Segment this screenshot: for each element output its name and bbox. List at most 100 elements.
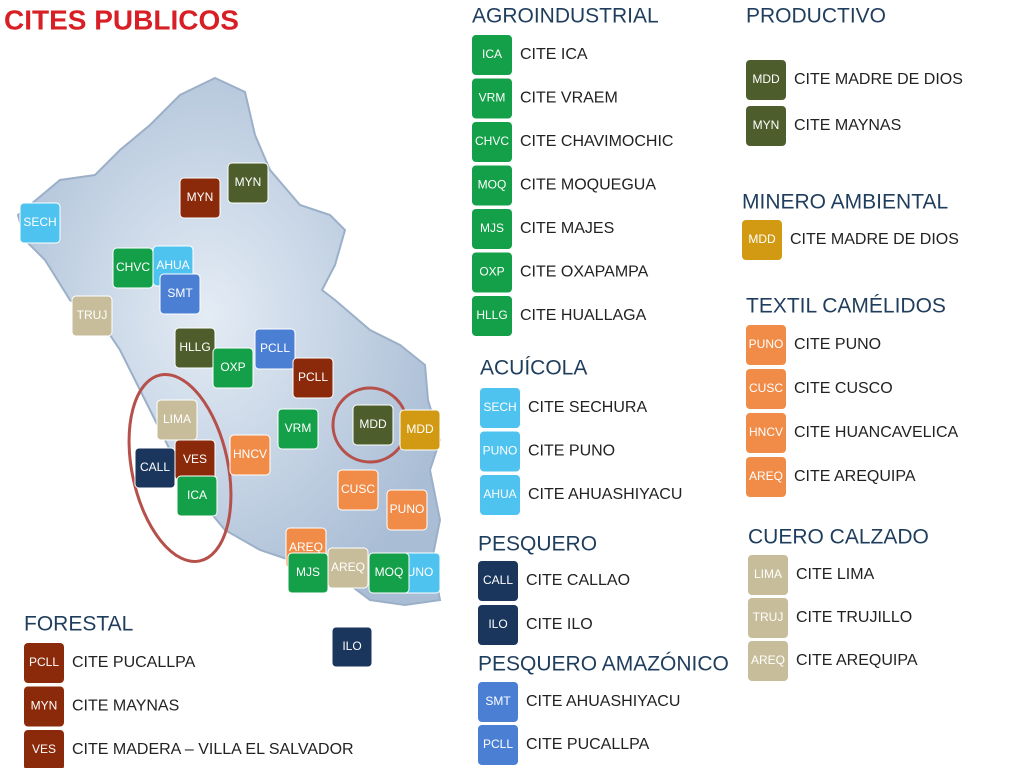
map-label: OXP: [220, 360, 245, 374]
site-name: CITE AREQUIPA: [796, 652, 918, 669]
site-name: CITE MADERA – VILLA EL SALVADOR: [72, 741, 354, 758]
code-box: [478, 605, 518, 645]
map-label-box: [159, 273, 201, 315]
code: SECH: [483, 400, 516, 414]
map-label: MJS: [296, 565, 320, 579]
code-box: [472, 252, 512, 293]
map-label: LIMA: [163, 412, 191, 426]
sector-title: FORESTAL: [24, 613, 133, 636]
site-name: CITE MADRE DE DIOS: [794, 71, 963, 88]
site-name: CITE CUSCO: [794, 380, 893, 397]
sector-title: ACUÍCOLA: [480, 357, 587, 380]
code: PUNO: [483, 444, 518, 458]
map-label: CHVC: [116, 260, 150, 274]
map-label: SECH: [23, 215, 56, 229]
code: AREQ: [749, 469, 783, 483]
code-box: [24, 643, 64, 683]
map-label: PUNO: [390, 502, 425, 516]
code-box: [478, 561, 518, 601]
map-label-box: [227, 162, 269, 204]
site-name: CITE TRUJILLO: [796, 609, 912, 626]
map-label: ILO: [342, 639, 361, 653]
map-label-box: [71, 295, 113, 337]
code-box: [748, 641, 788, 681]
code: CALL: [483, 573, 513, 587]
map-label-box: [331, 626, 373, 668]
map-label: MYN: [187, 190, 214, 204]
map-label: AHUA: [156, 258, 189, 272]
site-name: CITE PUNO: [794, 336, 881, 353]
code-box: [472, 165, 512, 206]
code: HLLG: [476, 308, 507, 322]
map-label: MDD: [359, 417, 387, 431]
site-name: CITE CHAVIMOCHIC: [520, 133, 673, 150]
sector-title: PESQUERO: [478, 533, 597, 556]
map-label: HNCV: [233, 447, 267, 461]
map-label: UNO: [407, 565, 434, 579]
code: AHUA: [483, 487, 516, 501]
map-label: PCLL: [298, 370, 328, 384]
site-name: CITE PUNO: [528, 443, 615, 460]
page-title: CITES PUBLICOS: [4, 4, 239, 35]
code-box: [472, 78, 512, 119]
map-label: MDD: [406, 422, 434, 436]
map-label-box: [179, 177, 221, 219]
code-box: [478, 682, 518, 722]
map-label: MOQ: [375, 565, 404, 579]
code-box: [480, 475, 520, 515]
code-box: [746, 60, 786, 100]
map-label: AREQ: [331, 560, 365, 574]
code: MJS: [480, 221, 504, 235]
code-box: [480, 431, 520, 472]
sector-title: PRODUCTIVO: [746, 5, 886, 28]
highlight-circle: [127, 373, 233, 563]
map-label: PCLL: [260, 341, 290, 355]
map-label-box: [176, 475, 218, 517]
sector-title: TEXTIL CAMÉLIDOS: [746, 295, 946, 318]
code: VES: [32, 742, 56, 756]
map-label-box: [327, 547, 369, 589]
map-label: TRUJ: [77, 308, 108, 322]
code: MDD: [748, 232, 776, 246]
map-label: VRM: [285, 421, 312, 435]
site-name: CITE MAYNAS: [72, 698, 179, 715]
site-name: CITE AHUASHIYACU: [526, 693, 680, 710]
site-name: CITE MOQUEGUA: [520, 177, 656, 194]
code: CUSC: [749, 381, 783, 395]
code-box: [472, 35, 512, 75]
map-label: MYN: [235, 175, 262, 189]
code-box: [478, 725, 518, 765]
site-name: CITE OXAPAMPA: [520, 264, 649, 281]
map-label-box: [352, 404, 394, 446]
code-box: [746, 325, 786, 365]
map-label-box: [368, 552, 410, 594]
map-label-box: [254, 328, 296, 370]
site-name: CITE CALLAO: [526, 572, 630, 589]
site-name: CITE PUCALLPA: [72, 654, 196, 671]
code: MOQ: [478, 178, 507, 192]
code: ICA: [482, 47, 502, 61]
code-box: [748, 555, 788, 595]
code: LIMA: [754, 567, 782, 581]
map-label-box: [292, 357, 334, 399]
site-name: CITE SECHURA: [528, 399, 647, 416]
site-name: CITE HUANCAVELICA: [794, 424, 959, 441]
sector-title: PESQUERO AMAZÓNICO: [478, 653, 729, 676]
code: SMT: [485, 694, 511, 708]
site-name: CITE VRAEM: [520, 90, 618, 107]
map-label: ICA: [187, 488, 207, 502]
site-name: CITE MAYNAS: [794, 117, 901, 134]
map-label: HLLG: [179, 340, 210, 354]
code-box: [472, 296, 512, 336]
site-name: CITE HUALLAGA: [520, 307, 647, 324]
code: AREQ: [751, 653, 785, 667]
map-label: VES: [183, 452, 207, 466]
map-label-box: [19, 202, 61, 244]
code: HNCV: [749, 425, 783, 439]
code: VRM: [479, 91, 506, 105]
site-name: CITE ILO: [526, 616, 593, 633]
code-box: [480, 388, 520, 428]
code-box: [746, 413, 786, 453]
map-label: CUSC: [341, 482, 375, 496]
